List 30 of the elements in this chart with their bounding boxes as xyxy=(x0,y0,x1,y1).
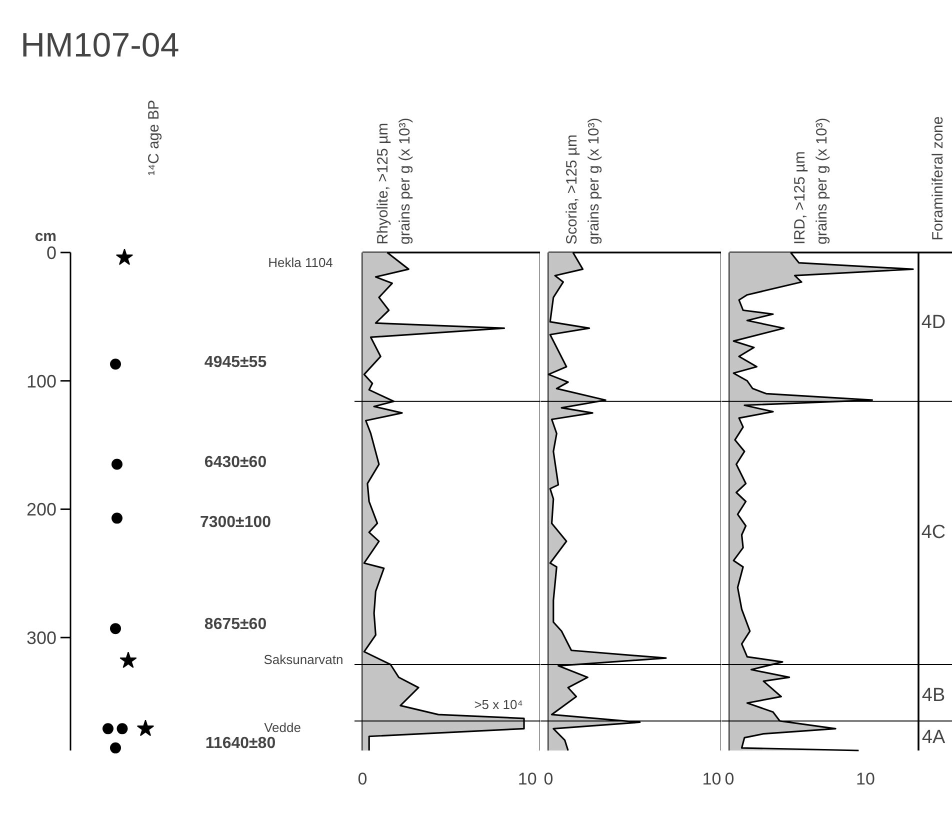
text: 11640±80 xyxy=(205,735,276,752)
x-tick-label: 0 xyxy=(724,770,734,788)
x-tick-label: 10 xyxy=(856,770,875,788)
y-tick-label: 200 xyxy=(26,500,57,520)
x-tick-label: 0 xyxy=(358,770,368,788)
x-tick-label: 10 xyxy=(702,770,722,788)
y-tick-label: 300 xyxy=(26,628,57,648)
text: Hekla 1104 xyxy=(268,255,333,270)
chart-title: Scoria, >125 µm grains per g (x 10³) xyxy=(564,118,603,244)
y-tick-label: 100 xyxy=(26,371,57,392)
text: Foraminiferal zone xyxy=(930,116,946,240)
text: 4B xyxy=(922,685,946,706)
chart-title: Rhyolite, >125 µm grains per g (x 10³) xyxy=(374,118,414,244)
text: Saksunarvatn xyxy=(264,652,344,667)
text: ¹⁴C age BP xyxy=(146,100,162,176)
text: 4C xyxy=(921,522,946,543)
y-axis-title: cm xyxy=(34,228,57,245)
text: 7300±100 xyxy=(200,514,272,531)
text: 4D xyxy=(921,312,946,333)
text: Vedde xyxy=(264,720,301,735)
text: 8675±60 xyxy=(204,616,267,633)
text: 4945±55 xyxy=(204,354,267,371)
chart-title: HM107-04 xyxy=(20,26,180,64)
x-tick-label: 10 xyxy=(518,770,537,788)
chart-title: IRD, >125 µm grains per g (x 10³) xyxy=(792,118,831,244)
x-tick-label: 0 xyxy=(544,770,554,788)
y-tick-label: 0 xyxy=(46,243,57,263)
text: 4A xyxy=(922,727,946,748)
annotation: >5 x 10⁴ xyxy=(474,697,523,712)
text: 6430±60 xyxy=(204,454,267,471)
